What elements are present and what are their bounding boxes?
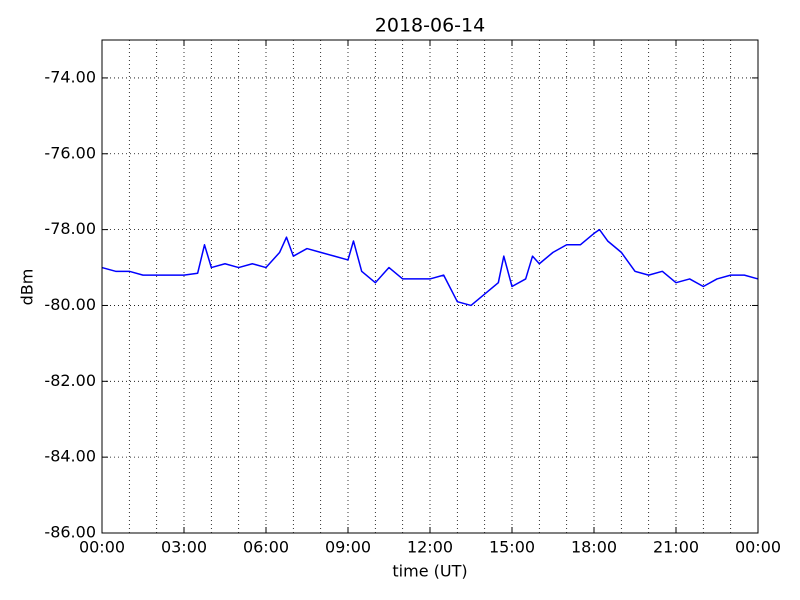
x-tick-label: 21:00 (653, 538, 699, 557)
y-tick-label: -84.00 (44, 447, 96, 466)
x-tick-label: 09:00 (325, 538, 371, 557)
y-tick-label: -74.00 (44, 67, 96, 86)
x-axis-label: time (UT) (392, 562, 467, 581)
y-tick-label: -86.00 (44, 523, 96, 542)
plot-frame (101, 39, 759, 534)
x-tick-label: 18:00 (571, 538, 617, 557)
x-tick-label: 06:00 (243, 538, 289, 557)
x-tick-label: 00:00 (79, 538, 125, 557)
chart-title: 2018-06-14 (375, 15, 485, 37)
x-tick-label: 15:00 (489, 538, 535, 557)
x-tick-label: 12:00 (407, 538, 453, 557)
x-tick-label: 03:00 (161, 538, 207, 557)
x-tick-label: 00:00 (735, 538, 781, 557)
y-tick-label: -82.00 (44, 371, 96, 390)
y-tick-label: -78.00 (44, 219, 96, 238)
data-line (101, 228, 759, 307)
y-axis-label: dBm (18, 269, 37, 306)
y-tick-label: -80.00 (44, 295, 96, 314)
y-tick-label: -76.00 (44, 143, 96, 162)
